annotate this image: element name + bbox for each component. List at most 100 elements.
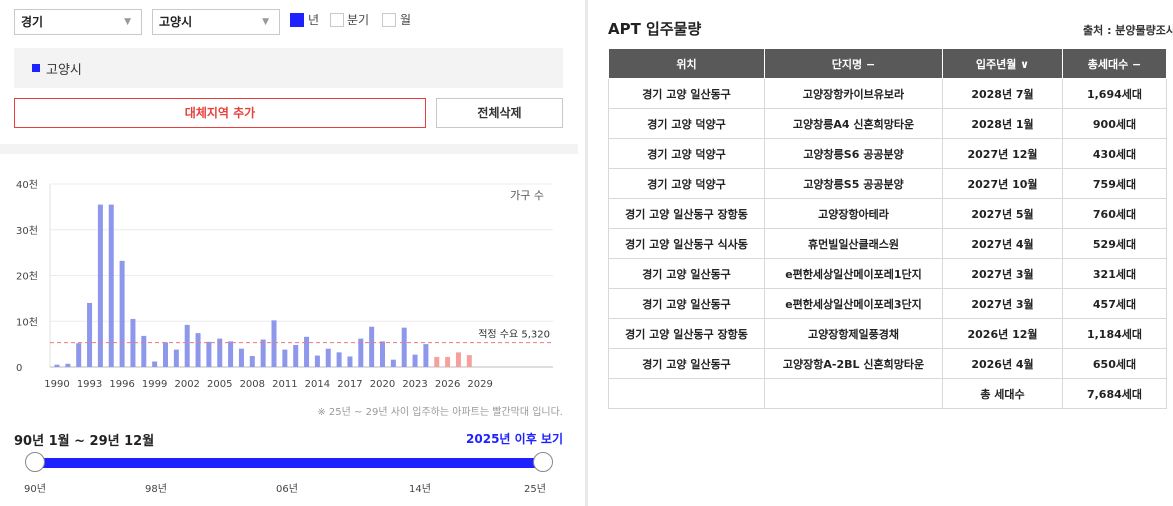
bar-2012[interactable] bbox=[293, 345, 299, 367]
table-row: 경기 고양 일산동구 고양장항카이브유보라 2028년 7월 1,694세대 bbox=[608, 78, 1167, 109]
bar-2018[interactable] bbox=[358, 338, 364, 367]
cell-move-in-date: 2027년 12월 bbox=[942, 138, 1063, 169]
cell-complex-name: 고양장항아테라 bbox=[764, 198, 943, 229]
slider-tick-14: 14년 bbox=[409, 484, 431, 495]
bar-2009[interactable] bbox=[260, 339, 266, 367]
month-checkbox[interactable] bbox=[382, 13, 396, 27]
table-row: 경기 고양 덕양구 고양창릉A4 신혼희망타운 2028년 1월 900세대 bbox=[608, 108, 1167, 139]
bar-2001[interactable] bbox=[173, 349, 179, 367]
region-color-marker bbox=[32, 64, 40, 72]
bar-1995[interactable] bbox=[108, 204, 114, 367]
bar-2022[interactable] bbox=[401, 327, 407, 367]
cell-total-units: 430세대 bbox=[1062, 138, 1167, 169]
cell-total-units: 900세대 bbox=[1062, 108, 1167, 139]
y-tick-label: 40천 bbox=[16, 179, 38, 191]
header-complex-name[interactable]: 단지명 − bbox=[764, 48, 943, 79]
x-tick-label: 2005 bbox=[207, 379, 232, 390]
bar-2020[interactable] bbox=[380, 341, 385, 367]
chevron-down-icon: ▼ bbox=[124, 17, 131, 27]
cell-total-units: 650세대 bbox=[1062, 348, 1167, 379]
supply-bar-chart: 40천 30천 20천 10천 0 적정 수요 5,320 1990 1993 1996 19… bbox=[16, 179, 553, 390]
cell-location: 경기 고양 덕양구 bbox=[608, 138, 765, 169]
bar-2010[interactable] bbox=[271, 320, 277, 367]
cell-complex-name: 휴먼빌일산클래스원 bbox=[764, 228, 943, 259]
header-total-units[interactable]: 총세대수 − bbox=[1062, 48, 1167, 79]
bar-1990[interactable] bbox=[54, 364, 60, 367]
cell-location: 경기 고양 일산동구 bbox=[608, 78, 765, 109]
y-tick-label: 10천 bbox=[16, 316, 38, 328]
range-slider-end-handle[interactable] bbox=[533, 452, 553, 472]
bar-1991[interactable] bbox=[65, 363, 71, 367]
bar-1992[interactable] bbox=[76, 343, 82, 367]
x-tick-label: 2026 bbox=[435, 379, 460, 390]
bar-2016[interactable] bbox=[336, 352, 342, 367]
region2-value: 고양시 bbox=[159, 15, 193, 29]
cell-move-in-date: 2028년 1월 bbox=[942, 108, 1063, 139]
bar-1994[interactable] bbox=[97, 204, 103, 367]
cell-total-units: 760세대 bbox=[1062, 198, 1167, 229]
bar-1998[interactable] bbox=[141, 335, 147, 367]
cell-total-units: 321세대 bbox=[1062, 258, 1167, 289]
bar-2004[interactable] bbox=[206, 341, 212, 367]
cell-complex-name: e편한세상일산메이포레1단지 bbox=[764, 258, 943, 289]
x-tick-label: 1996 bbox=[109, 379, 134, 390]
table-total-row: 총 세대수 7,684세대 bbox=[608, 378, 1167, 409]
chart-note: ※ 25년 ~ 29년 사이 입주하는 아파트는 빨간막대 입니다. bbox=[317, 407, 563, 418]
bar-2002[interactable] bbox=[184, 324, 190, 367]
cell-location: 경기 고양 덕양구 bbox=[608, 108, 765, 139]
range-slider-start-handle[interactable] bbox=[25, 452, 45, 472]
x-tick-label: 1990 bbox=[44, 379, 69, 390]
cell-complex-name: 고양창릉S5 공공분양 bbox=[764, 168, 943, 199]
bar-2015[interactable] bbox=[325, 348, 331, 367]
bar-2000[interactable] bbox=[163, 342, 168, 367]
bar-1993[interactable] bbox=[87, 302, 93, 367]
bar-1999[interactable] bbox=[152, 361, 158, 367]
bar-2027[interactable] bbox=[455, 352, 461, 367]
delete-all-button[interactable]: 전체삭제 bbox=[436, 98, 563, 128]
header-move-in-date[interactable]: 입주년월 ∨ bbox=[942, 48, 1063, 79]
bar-2023[interactable] bbox=[412, 354, 418, 367]
x-tick-label: 2011 bbox=[272, 379, 297, 390]
bar-2006[interactable] bbox=[228, 341, 234, 367]
bar-2021[interactable] bbox=[390, 359, 396, 367]
bar-2019[interactable] bbox=[369, 326, 375, 367]
bar-2014[interactable] bbox=[314, 355, 320, 367]
table-row: 경기 고양 일산동구 장항동 고양장항제일풍경채 2026년 12월 1,184세대 bbox=[608, 318, 1167, 349]
cell-move-in-date: 2027년 4월 bbox=[942, 228, 1063, 259]
bar-2003[interactable] bbox=[195, 333, 201, 367]
bar-2013[interactable] bbox=[304, 336, 310, 367]
apt-table: 위치 단지명 − 입주년월 ∨ 총세대수 − 경기 고양 일산동구 고양장항카이브… bbox=[608, 48, 1167, 409]
bar-1997[interactable] bbox=[130, 318, 136, 367]
add-region-button[interactable]: 대체지역 추가 bbox=[14, 98, 426, 128]
cell-total-units: 759세대 bbox=[1062, 168, 1167, 199]
range-slider-track[interactable] bbox=[36, 458, 544, 468]
after-2025-link[interactable]: 2025년 이후 보기 bbox=[466, 432, 563, 446]
cell-complex-name: 고양장항카이브유보라 bbox=[764, 78, 943, 109]
cell-complex-name: 고양창릉S6 공공분양 bbox=[764, 138, 943, 169]
cell-total-units: 529세대 bbox=[1062, 228, 1167, 259]
bar-1996[interactable] bbox=[119, 260, 125, 367]
region1-select[interactable]: 경기 ▼ bbox=[14, 9, 142, 35]
bar-2017[interactable] bbox=[347, 356, 353, 367]
bar-2025[interactable] bbox=[434, 356, 440, 367]
reference-line-label: 적정 수요 5,320 bbox=[478, 329, 550, 341]
quarter-checkbox[interactable] bbox=[330, 13, 344, 27]
date-range-label: 90년 1월 ~ 29년 12월 bbox=[14, 434, 155, 449]
year-checkbox[interactable] bbox=[290, 13, 304, 27]
quarter-label: 분기 bbox=[347, 13, 370, 27]
bar-2008[interactable] bbox=[249, 356, 255, 367]
cell-move-in-date: 2027년 10월 bbox=[942, 168, 1063, 199]
cell-total-units: 1,694세대 bbox=[1062, 78, 1167, 109]
bar-2024[interactable] bbox=[423, 344, 429, 367]
cell-complex-name: 고양장항A-2BL 신혼희망타운 bbox=[764, 348, 943, 379]
bar-2026[interactable] bbox=[445, 356, 451, 367]
bar-2005[interactable] bbox=[217, 338, 223, 367]
region2-select[interactable]: 고양시 ▼ bbox=[152, 9, 280, 35]
bar-2007[interactable] bbox=[238, 348, 244, 367]
bar-2011[interactable] bbox=[282, 349, 288, 367]
x-tick-label: 1993 bbox=[77, 379, 102, 390]
bar-2028[interactable] bbox=[466, 355, 472, 367]
cell-complex-name: e편한세상일산메이포레3단지 bbox=[764, 288, 943, 319]
slider-tick-98: 98년 bbox=[145, 484, 167, 495]
x-tick-label: 2017 bbox=[337, 379, 362, 390]
